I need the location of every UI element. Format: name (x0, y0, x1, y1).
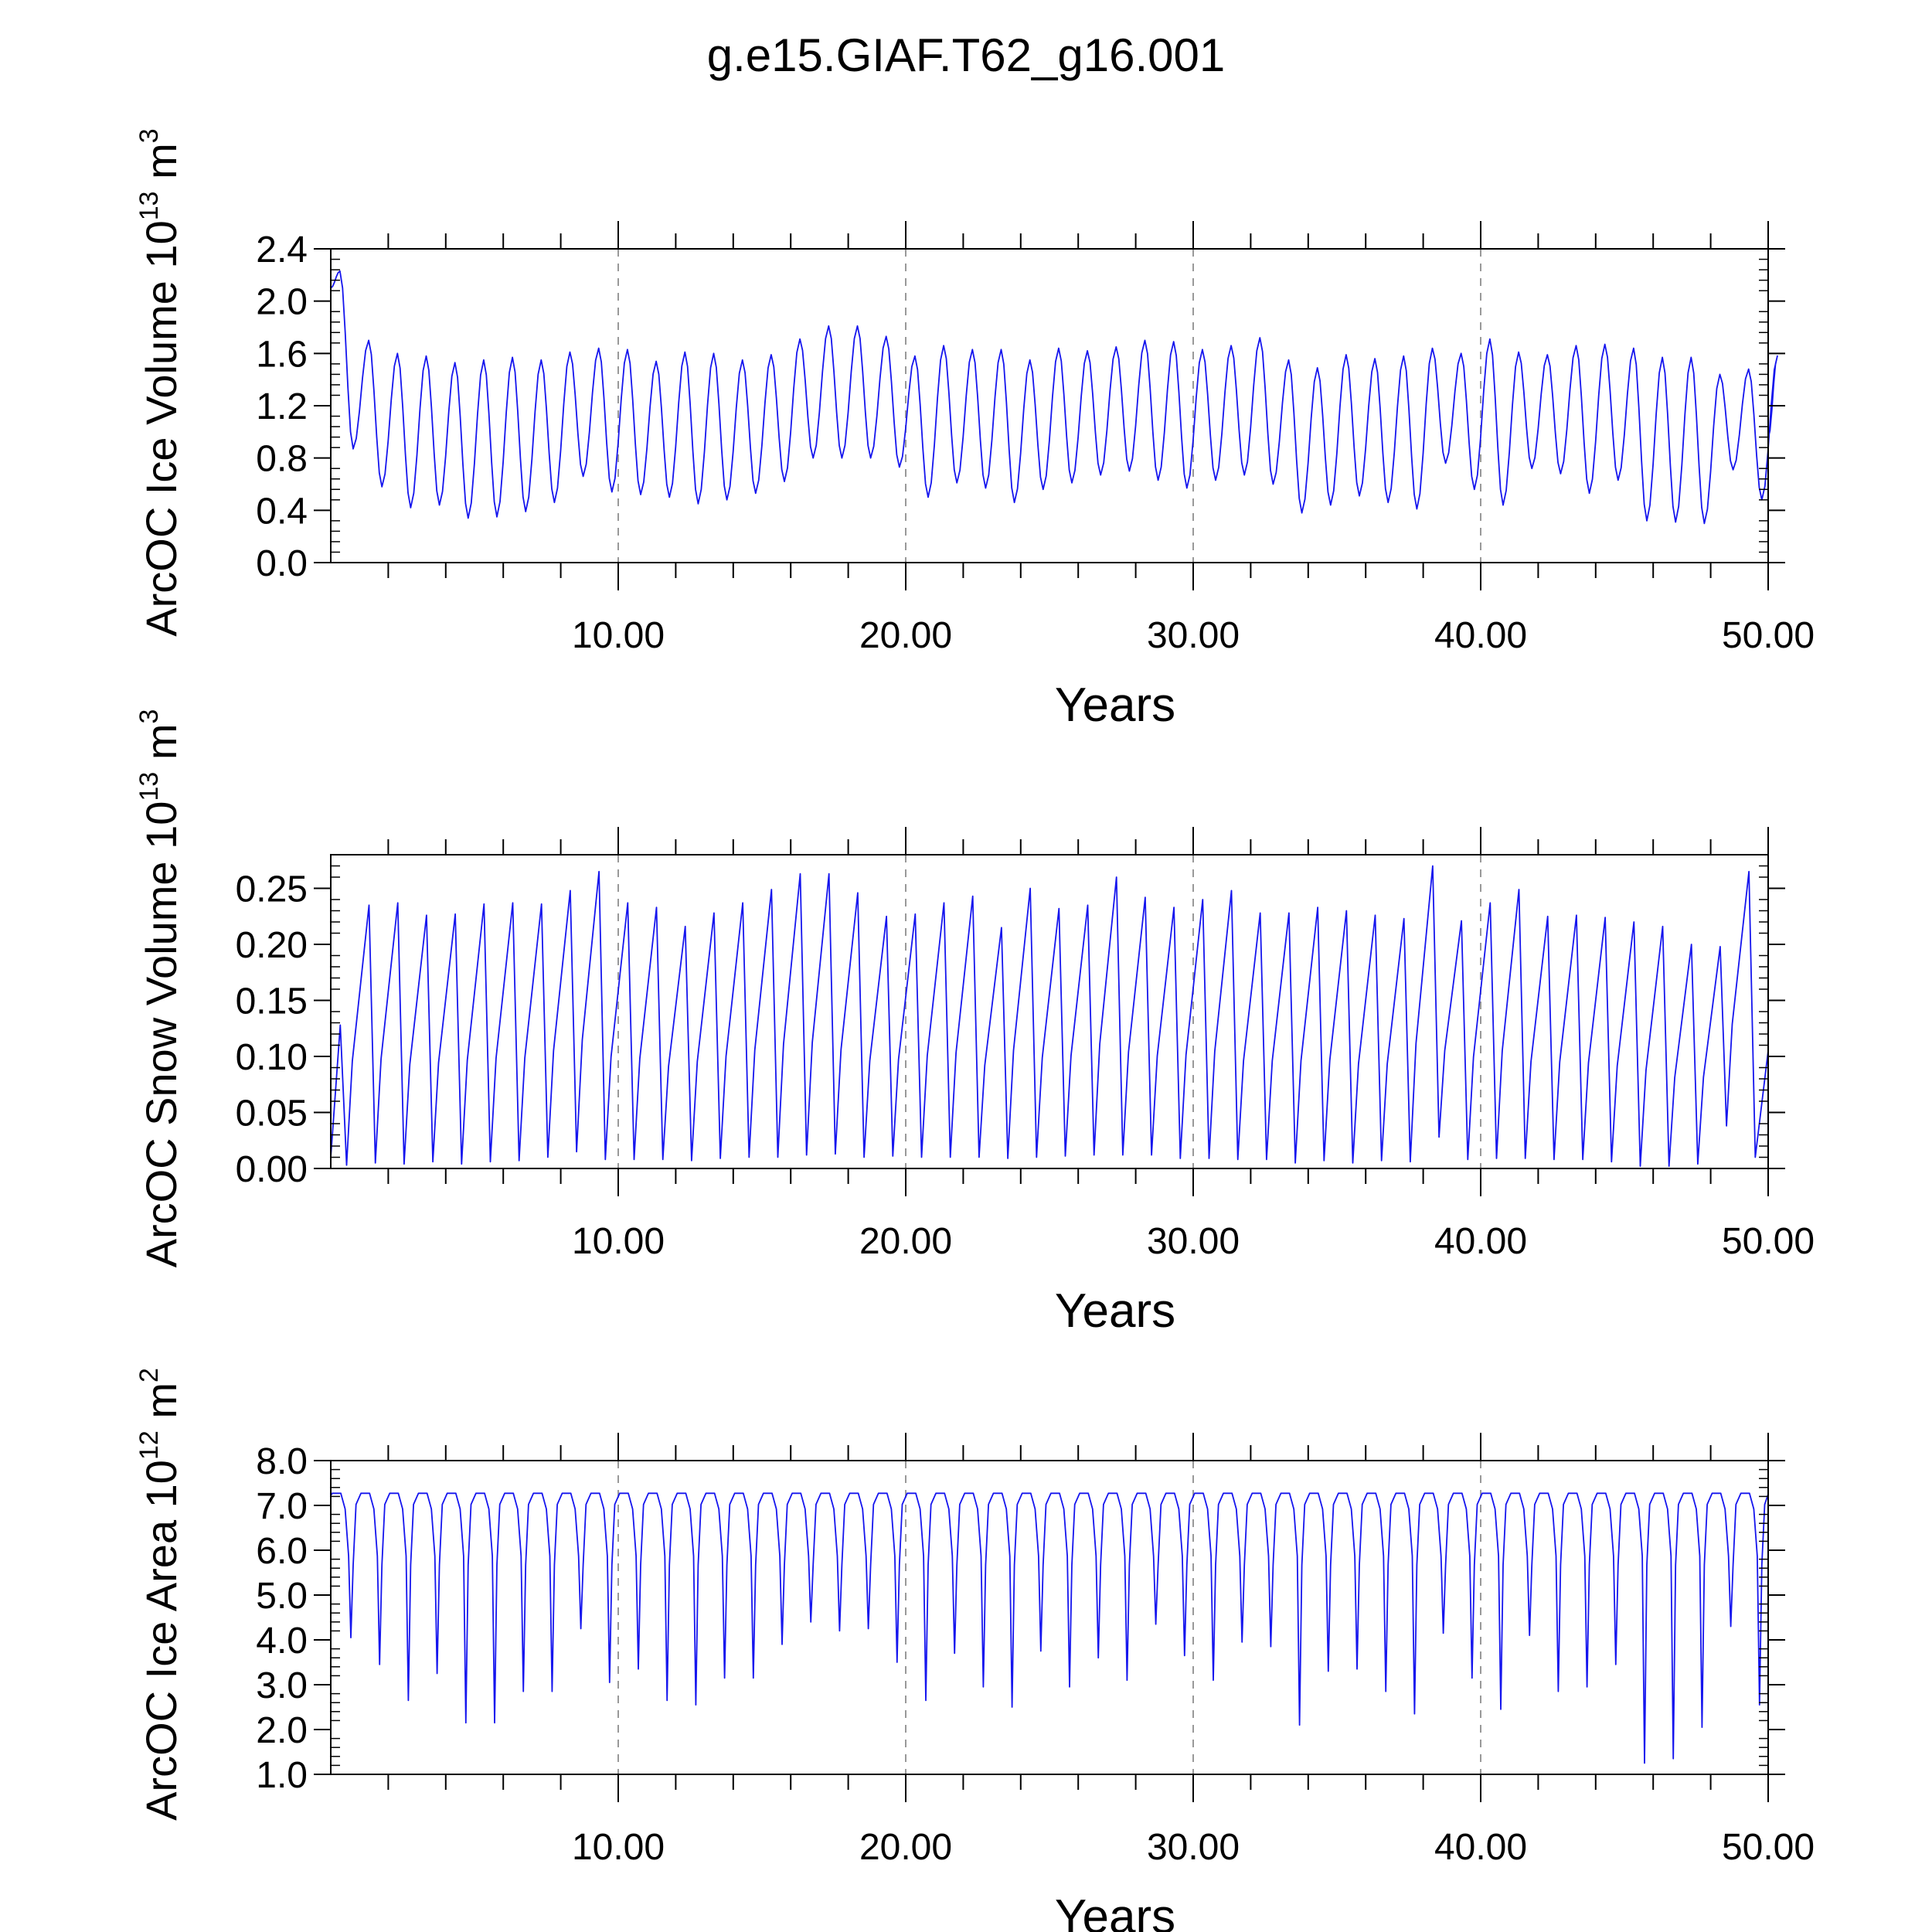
y-tick-label: 8.0 (256, 1441, 308, 1482)
y-tick-label: 2.4 (256, 230, 308, 270)
y-axis-label-unit-exponent: 2 (134, 1368, 164, 1383)
y-tick-label: 1.0 (256, 1755, 308, 1796)
series-line (330, 270, 1778, 525)
x-tick-label: 10.00 (572, 615, 665, 656)
x-tick-label: 30.00 (1147, 1827, 1240, 1868)
x-tick-label: 20.00 (859, 1221, 952, 1262)
x-axis-label: Years (1055, 1890, 1175, 1932)
y-axis-label-text: ArcOC Ice Area 10 (137, 1460, 185, 1821)
x-tick-label: 10.00 (572, 1221, 665, 1262)
y-tick-label: 0.00 (236, 1149, 308, 1190)
y-tick-label: 0.20 (236, 925, 308, 966)
y-axis-label-text: ArcOC Ice Volume 10 (137, 220, 185, 636)
y-tick-label: 0.15 (236, 981, 308, 1022)
y-axis-label-unit: m (137, 143, 185, 191)
x-tick-label: 10.00 (572, 1827, 665, 1868)
series-line (330, 865, 1769, 1167)
y-tick-label: 1.6 (256, 334, 308, 375)
y-tick-label: 5.0 (256, 1576, 308, 1617)
y-axis-label: ArcOC Ice Area 1012 m2 (134, 1368, 185, 1821)
y-tick-label: 2.0 (256, 1710, 308, 1751)
y-tick-label: 1.2 (256, 386, 308, 427)
y-tick-label: 7.0 (256, 1486, 308, 1527)
y-tick-label: 6.0 (256, 1531, 308, 1572)
x-tick-label: 40.00 (1434, 615, 1527, 656)
y-tick-label: 2.0 (256, 282, 308, 323)
y-axis-label-unit: m (137, 724, 185, 772)
y-axis-label: ArcOC Ice Volume 1013 m3 (134, 128, 185, 636)
x-tick-label: 30.00 (1147, 1221, 1240, 1262)
chart-panel-3: 10.00 20.00 30.00 40.00 50.00 1.02.03.04.05.0… (134, 1368, 1815, 1932)
y-tick-label: 0.25 (236, 869, 308, 910)
y-axis-label-exponent: 13 (134, 772, 164, 801)
x-tick-label: 20.00 (859, 615, 952, 656)
x-tick-label: 20.00 (859, 1827, 952, 1868)
y-tick-label: 4.0 (256, 1621, 308, 1662)
plot-frame (330, 1460, 1769, 1775)
x-tick-label: 50.00 (1722, 615, 1815, 656)
chart-title: g.e15.GIAF.T62_g16.001 (707, 29, 1226, 81)
y-tick-label: 0.05 (236, 1094, 308, 1134)
y-axis-label-unit: m (137, 1383, 185, 1430)
chart-panel-2: 10.00 20.00 30.00 40.00 50.00 0.00 0.05 0.10 0.1… (134, 709, 1815, 1338)
y-tick-label: 3.0 (256, 1665, 308, 1706)
y-tick-label: 0.10 (236, 1037, 308, 1078)
y-axis-label-exponent: 12 (134, 1430, 164, 1460)
chart-panel-1: 10.00 20.00 30.00 40.00 50.00 0.0 0.4 0.8 1.2 1.6… (134, 128, 1815, 732)
y-tick-label: 0.0 (256, 543, 308, 584)
y-axis-label-unit-exponent: 3 (134, 709, 164, 724)
y-tick-label: 0.8 (256, 439, 308, 480)
series-line (330, 1492, 1769, 1764)
y-axis-label: ArcOC Snow Volume 1013 m3 (134, 709, 185, 1268)
x-axis-label: Years (1055, 1284, 1175, 1338)
x-tick-label: 40.00 (1434, 1827, 1527, 1868)
x-tick-label: 30.00 (1147, 615, 1240, 656)
y-axis-label-exponent: 13 (134, 191, 164, 220)
x-tick-label: 50.00 (1722, 1827, 1815, 1868)
y-axis-label-text: ArcOC Snow Volume 10 (137, 801, 185, 1268)
x-tick-label: 40.00 (1434, 1221, 1527, 1262)
y-axis-label-unit-exponent: 3 (134, 128, 164, 143)
x-tick-label: 50.00 (1722, 1221, 1815, 1262)
y-tick-label: 0.4 (256, 491, 308, 532)
x-axis-label: Years (1055, 679, 1175, 732)
